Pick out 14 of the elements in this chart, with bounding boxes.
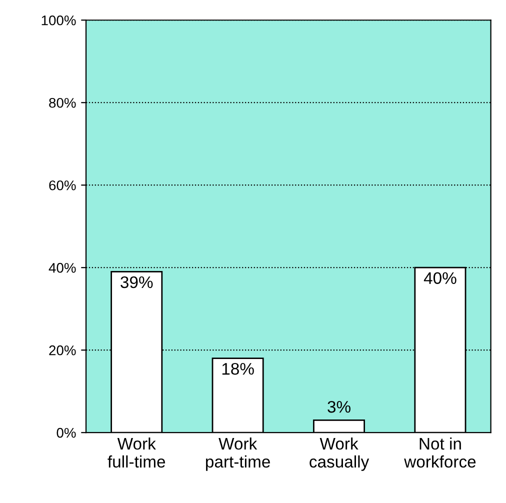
x-tick-label: Work part-time (206, 437, 270, 471)
y-tick-label: 20% (49, 345, 76, 356)
y-tick-label: 40% (48, 262, 76, 273)
y-tick-label: 100% (42, 15, 76, 26)
y-tick-label: 60% (49, 180, 76, 190)
data-label: 39% (120, 276, 153, 288)
data-label: 18% (222, 362, 254, 375)
y-tick-label: 0% (56, 428, 76, 438)
x-tick-label: Work casually (310, 437, 370, 471)
data-label: 40% (424, 272, 456, 284)
x-tick-label: Not in workforce (404, 437, 476, 468)
y-tick-label: 80% (49, 98, 76, 108)
x-tick-label: Work full-time (108, 437, 166, 468)
data-label: 3% (328, 400, 350, 413)
